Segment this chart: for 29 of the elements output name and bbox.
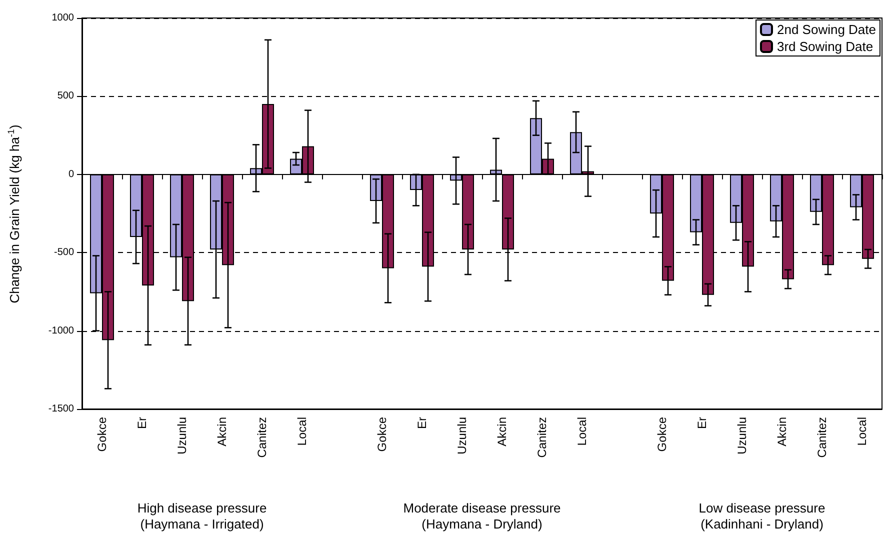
text: High disease pressure (Haymana - Irrigated)	[137, 500, 267, 532]
y-tick-label: -500	[54, 247, 74, 258]
legend-label: 3rd Sowing Date	[776, 39, 874, 54]
x-tick-label: Gokce	[655, 416, 669, 452]
x-tick-label: Akcin	[775, 417, 789, 446]
x-tick-label: Er	[415, 416, 429, 429]
x-tick-label: Er	[135, 416, 149, 429]
x-tick-label: Gokce	[375, 416, 389, 452]
x-tick-label: Akcin	[215, 417, 229, 446]
x-tick-label: Akcin	[495, 417, 509, 446]
x-tick-label: Canitez	[815, 417, 829, 458]
x-tick-label: Uzunlu	[175, 417, 189, 454]
text: Moderate disease pressure (Haymana - Dryland)	[403, 500, 561, 532]
x-tick-label: Local	[575, 417, 589, 446]
x-tick-label: Canitez	[535, 417, 549, 458]
y-tick-label: 1000	[52, 12, 74, 24]
x-tick-label: Uzunlu	[735, 417, 749, 454]
y-tick-label: 500	[57, 90, 74, 102]
y-tick-label: 0	[68, 168, 74, 180]
x-tick-label: Canitez	[255, 417, 269, 458]
legend-label: 2nd Sowing Date	[776, 22, 876, 37]
y-tick-label: -1500	[48, 404, 74, 414]
x-tick-label: Uzunlu	[455, 417, 469, 454]
x-tick-label: Local	[295, 417, 309, 446]
x-tick-label: Er	[695, 416, 709, 429]
text: Low disease pressure (Kadinhani - Dryland)	[698, 500, 826, 532]
x-tick-label: Local	[855, 417, 869, 446]
y-tick-label: -1000	[48, 325, 74, 336]
x-tick-label: Gokce	[95, 416, 109, 452]
